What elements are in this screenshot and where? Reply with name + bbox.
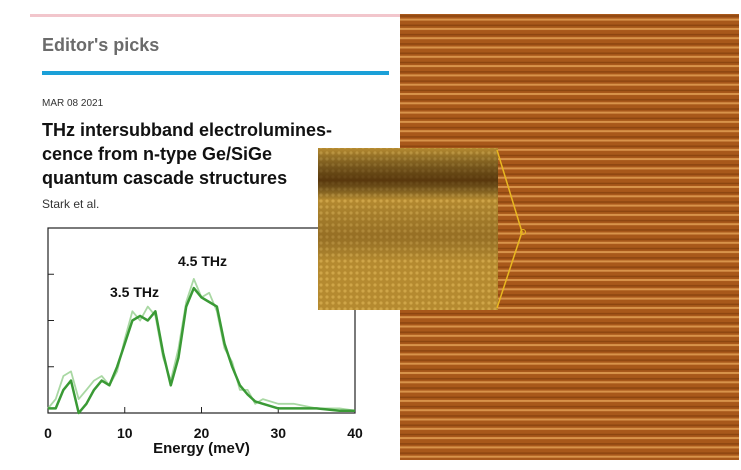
article-title[interactable]: THz intersubband electrolumines- <box>42 120 332 140</box>
x-axis-label: Energy (meV) <box>153 440 250 457</box>
page: Editor's picks MAR 08 2021 THz intersubb… <box>0 0 741 465</box>
annotation: 4.5 THz <box>178 253 227 269</box>
screen: Editor's picks MAR 08 2021 THz intersubb… <box>0 0 741 465</box>
chart: 0 10 20 30 40 Energy (meV) 3.5 THz 4.5 THz <box>44 228 363 457</box>
top-border <box>30 14 400 17</box>
x-tick-label: 20 <box>194 425 210 441</box>
article-date: MAR 08 2021 <box>42 98 104 109</box>
section-title: Editor's picks <box>42 35 159 55</box>
divider <box>42 71 389 75</box>
x-tick-label: 0 <box>44 425 52 441</box>
x-tick-label: 10 <box>117 425 133 441</box>
annotation: 3.5 THz <box>110 284 159 300</box>
x-tick-label: 30 <box>270 425 286 441</box>
article-title[interactable]: quantum cascade structures <box>42 168 287 188</box>
x-tick-label: 40 <box>347 425 363 441</box>
series-line <box>48 288 355 413</box>
article-title[interactable]: cence from n-type Ge/SiGe <box>42 144 272 164</box>
inset-shading <box>318 148 498 310</box>
article-authors: Stark et al. <box>42 197 99 211</box>
